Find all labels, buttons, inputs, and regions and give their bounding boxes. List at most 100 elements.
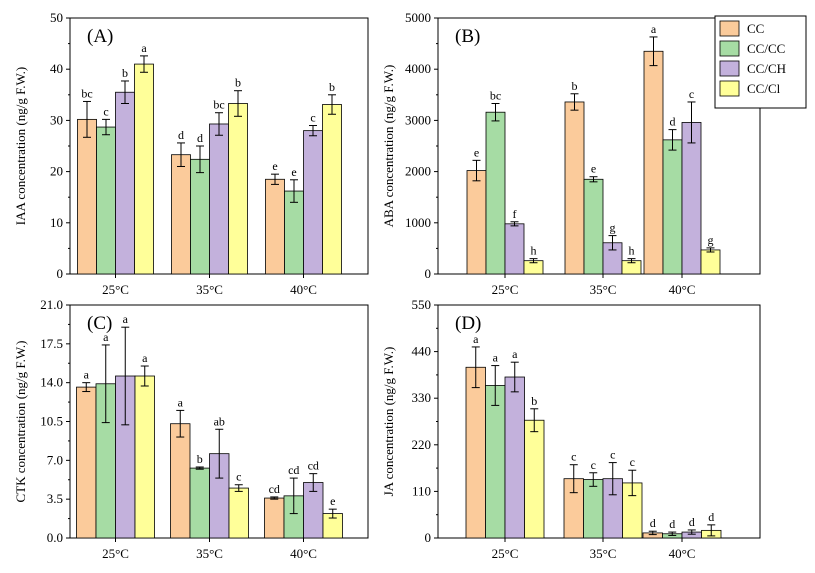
panel-label: (D) [455,313,481,334]
bar [322,104,342,275]
bar [583,178,604,275]
x-tick-label: 35°C [590,546,617,561]
significance-letter: c [571,450,576,464]
y-tick-label: 20 [50,164,63,179]
bar [681,122,702,275]
y-tick-label: 1000 [405,215,431,230]
y-axis-label: ABA concentration (ng/g F.W.) [381,65,396,228]
significance-letter: c [630,455,635,469]
significance-letter: c [103,104,108,118]
significance-letter: a [103,330,109,344]
significance-letter: cd [269,482,280,496]
significance-letter: g [708,233,714,247]
significance-letter: d [708,510,714,524]
y-tick-label: 0.0 [47,530,63,545]
y-tick-label: 110 [412,483,431,498]
significance-letter: cd [288,463,299,477]
significance-letter: e [291,165,296,179]
legend-label: CC [747,21,764,36]
significance-letter: a [178,395,184,409]
significance-letter: a [473,332,479,346]
bar [228,487,249,539]
bar [284,190,304,275]
chart-panel-4: 0 110 220 330 440 550 JA concentration (ng/g F… [381,297,761,561]
chart-panel-2: 0 1000 2000 3000 4000 5000 ABA concentration (… [381,10,761,297]
bar [583,479,604,539]
bar [466,170,487,275]
y-tick-label: 5000 [405,10,431,25]
significance-letter: a [512,347,518,361]
x-tick-label: 40°C [290,546,317,561]
significance-letter: d [669,517,675,531]
significance-letter: d [178,128,184,142]
panel-label: (C) [87,313,112,334]
bar [209,123,229,275]
significance-letter: a [84,368,90,382]
significance-letter: f [513,207,517,221]
significance-letter: a [142,351,148,365]
bar [465,366,486,539]
significance-letter: a [651,22,657,36]
y-tick-label: 3000 [405,112,431,127]
significance-letter: cd [308,459,319,473]
bar [643,50,664,275]
bar [485,385,506,539]
bar [190,158,210,275]
bar [171,154,191,275]
significance-letter: a [141,41,147,55]
y-tick-label: 17.5 [40,336,63,351]
bar [170,423,191,539]
bar [485,111,506,275]
significance-letter: ab [214,414,225,428]
significance-letter: d [689,515,695,529]
y-tick-label: 550 [412,297,432,312]
y-tick-label: 0 [57,266,64,281]
bar [96,126,116,275]
x-tick-label: 25°C [102,546,129,561]
bar [228,103,248,275]
chart-panels: 0 10 20 30 40 50 IAA concentration (ng/g F.W.)… [13,10,761,561]
significance-letter: a [123,312,129,326]
x-tick-label: 25°C [102,282,129,297]
legend-swatch [719,20,740,37]
significance-letter: d [650,516,656,530]
significance-letter: d [670,115,676,129]
panel-label: (A) [87,26,113,47]
significance-letter: bc [213,98,224,112]
x-tick-label: 25°C [492,546,519,561]
y-axis-label: CTK concentration (ng/g F.W.) [13,340,28,502]
y-tick-label: 50 [50,10,63,25]
chart-panel-1: 0 10 20 30 40 50 IAA concentration (ng/g F.W.)… [13,10,369,297]
bar [303,130,323,275]
y-tick-label: 10.5 [40,414,63,429]
panel-label: (B) [455,26,480,47]
significance-letter: bc [81,86,92,100]
bar [504,376,525,539]
y-tick-label: 10 [50,215,63,230]
bar [700,249,721,275]
bar [265,178,285,275]
y-axis-label: IAA concentration (ng/g F.W.) [13,67,28,225]
bar [524,419,545,539]
y-tick-label: 0 [425,266,432,281]
significance-letter: h [531,244,537,258]
y-tick-label: 330 [412,390,432,405]
legend-swatch [719,40,740,57]
significance-letter: c [591,458,596,472]
y-tick-label: 40 [50,61,63,76]
y-tick-label: 440 [412,344,432,359]
x-tick-label: 40°C [669,546,696,561]
significance-letter: c [236,470,241,484]
y-tick-label: 21.0 [40,297,63,312]
bar [662,139,683,275]
x-tick-label: 40°C [290,282,317,297]
y-tick-label: 2000 [405,164,431,179]
significance-letter: a [493,351,499,365]
significance-letter: e [330,494,335,508]
bar [504,223,525,275]
significance-letter: b [197,452,203,466]
x-tick-label: 35°C [590,282,617,297]
legend-swatch [719,80,740,97]
legend-label: CC/Cl [747,81,781,96]
